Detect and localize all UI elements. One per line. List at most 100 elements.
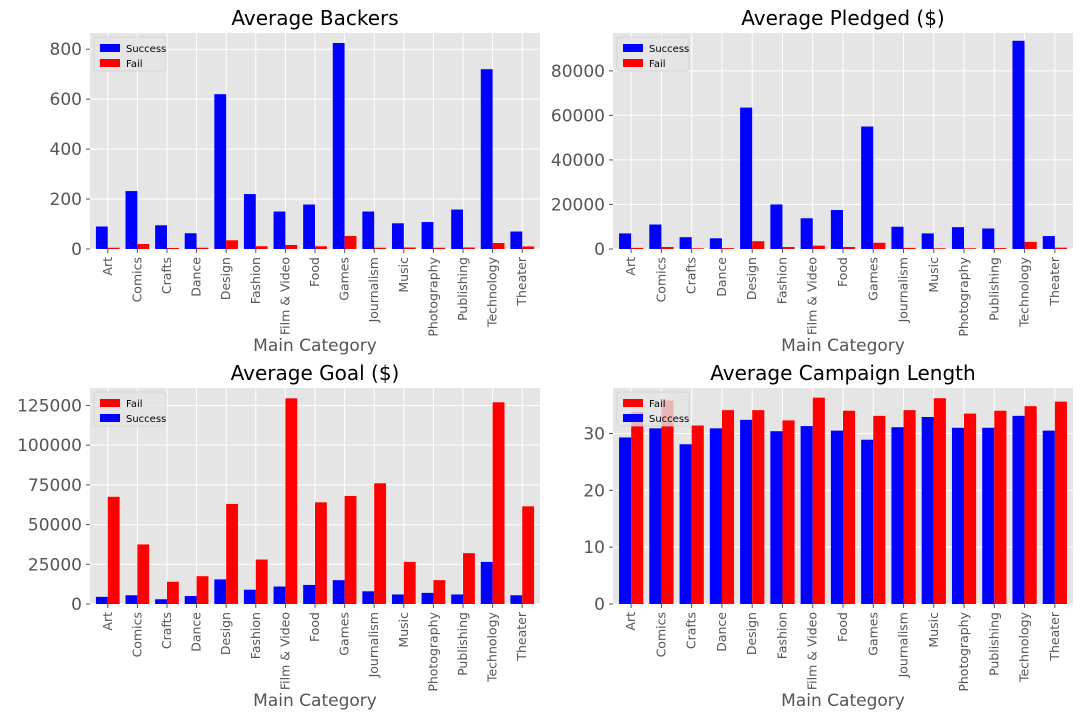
x-tick-label: Technology (485, 611, 500, 683)
x-tick-label: Comics (129, 257, 144, 302)
bar-fail (1024, 241, 1037, 249)
bar-success (243, 589, 256, 604)
bar-success (451, 209, 464, 249)
chart-panel-2: 0 20000 40000 60000 80000 Art Comics Crafts Danc… (551, 6, 1073, 356)
bar-success (649, 224, 662, 249)
bar-fail (492, 402, 505, 604)
bar-fail (964, 248, 977, 249)
bar-success (421, 222, 434, 249)
x-tick-label: Publishing (455, 257, 470, 321)
x-tick-label: Fashion (774, 257, 789, 304)
x-tick-label: Music (926, 612, 941, 648)
bar-success (649, 428, 662, 604)
x-axis-label: Main Category (253, 691, 377, 711)
x-tick-label: Food (307, 612, 322, 642)
bar-fail (1054, 401, 1067, 604)
bar-fail (933, 248, 946, 249)
y-tick-label: 75000 (28, 476, 82, 496)
bar-success (332, 42, 345, 250)
bar-fail (433, 247, 446, 249)
bar-fail (843, 410, 856, 604)
bar-fail (782, 420, 795, 604)
x-tick-label: Film & Video (805, 257, 820, 335)
y-tick-label: 60000 (551, 106, 605, 126)
bar-success (332, 580, 345, 604)
bar-fail (226, 503, 239, 604)
bar-success (303, 204, 315, 249)
bar-success (800, 426, 813, 604)
y-tick-label: 20 (583, 481, 605, 501)
y-tick-label: 100000 (17, 436, 82, 456)
x-tick-label: Fashion (248, 612, 263, 659)
bar-success (679, 444, 692, 604)
bar-fail (255, 559, 268, 604)
x-tick-label: Crafts (684, 612, 699, 649)
legend-swatch-success (100, 414, 120, 422)
bar-fail (107, 496, 120, 604)
chart-title: Average Campaign Length (710, 361, 975, 385)
bar-fail (137, 244, 150, 249)
bar-fail (782, 246, 795, 249)
bar-success (891, 427, 904, 604)
bar-fail (903, 410, 916, 604)
bar-fail (344, 236, 357, 249)
x-tick-label: Music (396, 612, 411, 648)
y-tick-label: 10 (583, 538, 605, 558)
bar-fail (492, 243, 505, 249)
x-tick-label: Theater (1047, 256, 1062, 306)
bar-fail (661, 400, 674, 604)
bar-success (362, 591, 375, 604)
x-tick-label: Dance (714, 612, 729, 652)
x-tick-label: Games (337, 257, 352, 301)
y-tick-label: 400 (50, 140, 82, 160)
bar-success (1042, 430, 1055, 604)
x-axis-label: Main Category (253, 336, 377, 356)
x-tick-label: Fashion (774, 612, 789, 659)
bar-fail (285, 245, 298, 249)
x-tick-label: Games (865, 612, 880, 656)
x-tick-label: Photography (425, 256, 440, 336)
bar-success (214, 579, 227, 604)
x-tick-label: Film & Video (277, 257, 292, 335)
x-tick-label: Food (835, 612, 850, 642)
x-tick-label: Design (218, 257, 233, 300)
bar-success (800, 218, 813, 249)
bar-fail (691, 425, 704, 604)
bar-success (891, 226, 904, 249)
y-tick-label: 200 (50, 190, 82, 210)
bar-fail (403, 561, 416, 604)
bar-success (273, 211, 286, 249)
x-tick-label: Crafts (684, 257, 699, 294)
x-tick-label: Crafts (159, 612, 174, 649)
chart-panel-4: 0 10 20 30 Art Comics Crafts Dance Design Fashion… (583, 361, 1073, 711)
y-tick-label: 800 (50, 40, 82, 60)
bar-fail (843, 246, 856, 249)
x-tick-label: Theater (514, 256, 529, 306)
x-tick-label: Music (396, 257, 411, 293)
bar-fail (721, 410, 735, 604)
x-tick-label: Art (623, 612, 638, 631)
bar-success (391, 594, 404, 604)
bar-success (95, 226, 108, 249)
x-tick-label: Photography (425, 611, 440, 691)
y-tick-label: 125000 (17, 396, 82, 416)
chart-title: Average Goal ($) (231, 361, 400, 385)
bar-success (184, 596, 197, 604)
bar-success (214, 94, 227, 249)
bar-success (1012, 415, 1025, 604)
x-tick-label: Fashion (248, 257, 263, 304)
bar-fail (403, 247, 416, 249)
bar-success (362, 211, 375, 249)
legend-swatch-fail (623, 399, 643, 407)
x-tick-label: Journalism (896, 257, 911, 323)
x-tick-label: Dance (714, 257, 729, 297)
x-tick-label: Journalism (366, 257, 381, 323)
bar-success (740, 419, 753, 604)
x-tick-label: Film & Video (805, 612, 820, 690)
bar-success (155, 599, 167, 604)
x-tick-label: Food (835, 257, 850, 287)
x-axis-label: Main Category (781, 691, 905, 711)
bar-success (951, 227, 965, 249)
legend-swatch-success (100, 44, 120, 52)
bar-fail (721, 248, 735, 249)
